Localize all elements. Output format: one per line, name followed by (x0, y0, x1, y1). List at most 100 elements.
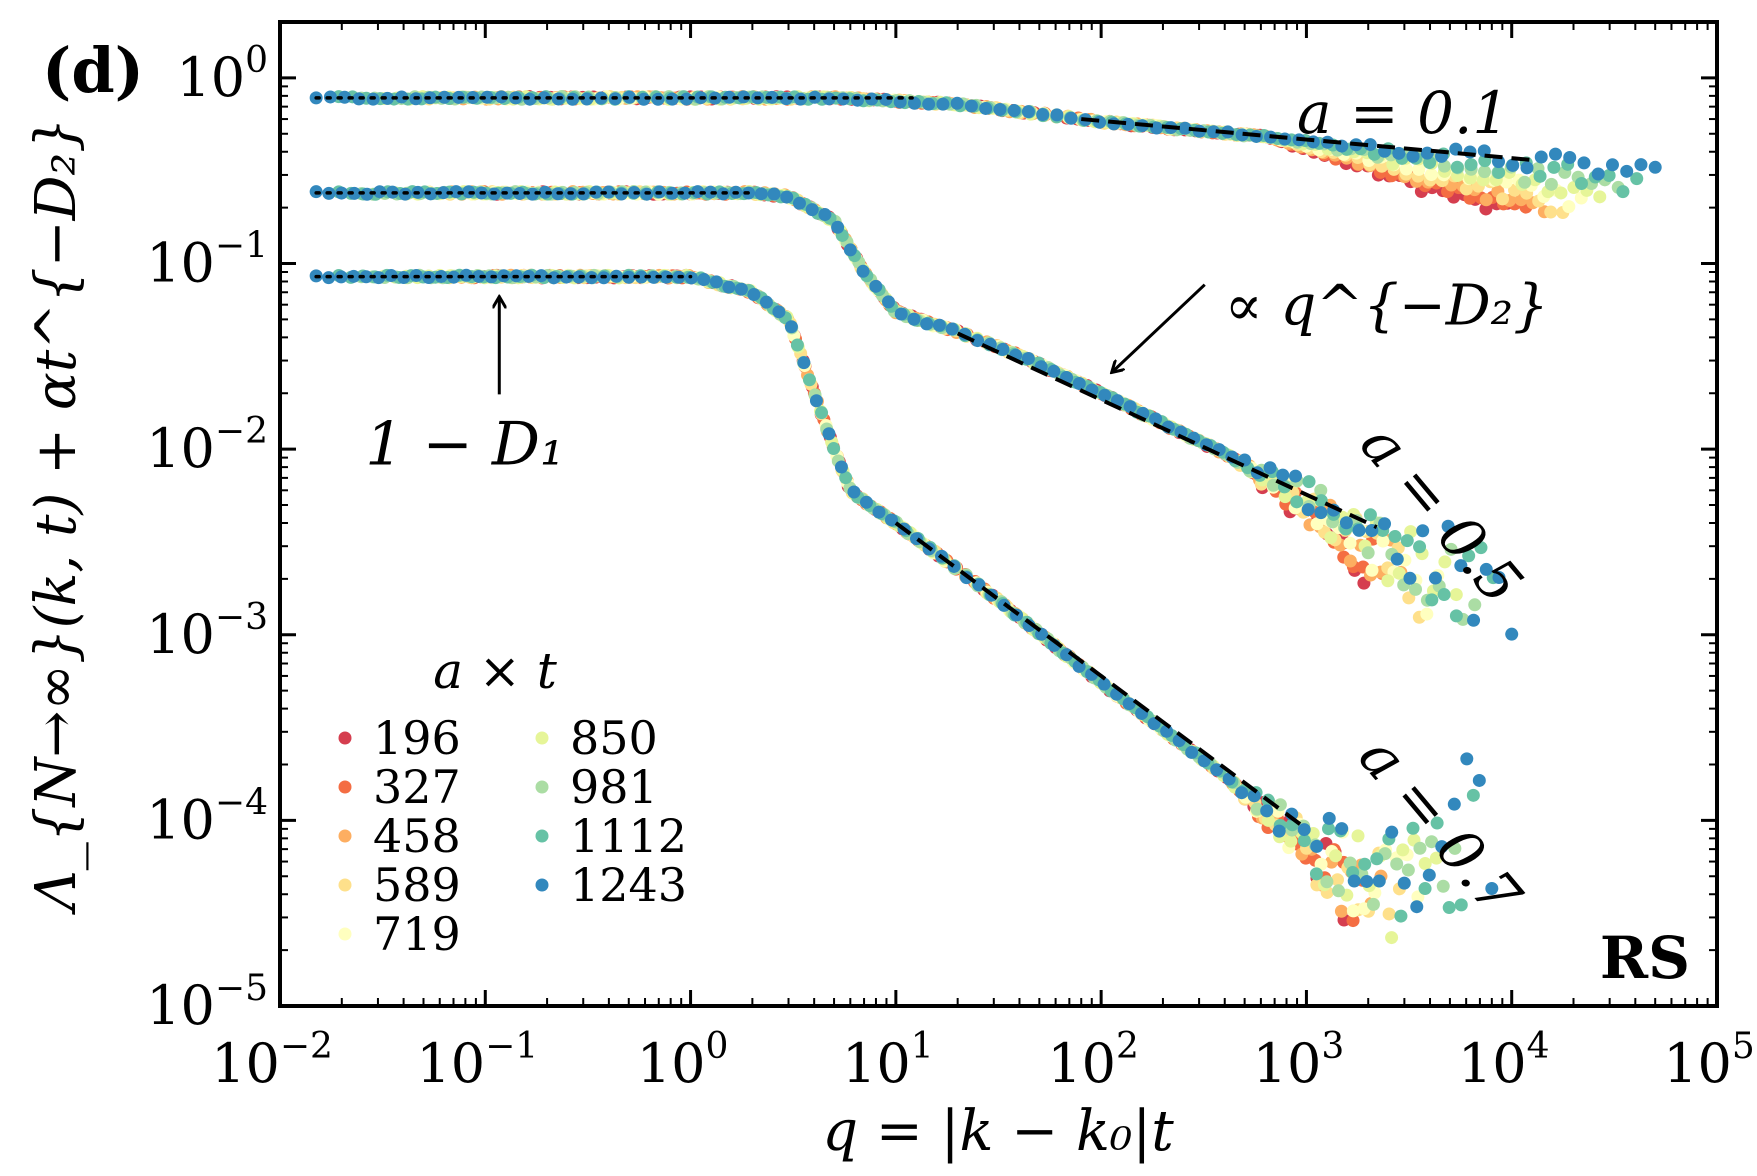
data-point (1363, 508, 1377, 522)
data-point (839, 471, 853, 485)
power-law-fit-line (956, 331, 1378, 529)
data-point (1424, 168, 1438, 182)
x-tick-exponent: 1 (911, 1026, 934, 1067)
data-point (1620, 164, 1634, 178)
data-point (513, 187, 527, 201)
data-point (1382, 907, 1396, 921)
data-point (602, 185, 616, 199)
data-point (1301, 503, 1315, 517)
data-point (1413, 540, 1427, 554)
legend-marker (535, 780, 549, 794)
data-point (1390, 552, 1404, 566)
data-point (1185, 745, 1199, 759)
data-point (1410, 900, 1424, 914)
data-point (884, 513, 898, 527)
data-point (722, 280, 736, 294)
data-point (822, 427, 836, 441)
x-tick-exponent: 3 (1321, 1026, 1344, 1067)
data-point (780, 190, 794, 204)
data-point (1346, 904, 1360, 918)
data-point (1314, 483, 1328, 497)
data-point (1406, 149, 1420, 163)
x-tick-label: 102 (1047, 1026, 1139, 1095)
data-point (865, 92, 879, 106)
data-point (1388, 529, 1402, 543)
data-point (1399, 162, 1413, 176)
data-point (1616, 185, 1630, 199)
data-point (1547, 160, 1561, 174)
data-point (797, 356, 811, 370)
data-point (737, 90, 751, 104)
data-point (1634, 158, 1648, 172)
data-point (1447, 797, 1461, 811)
data-point (1436, 879, 1450, 893)
data-point (534, 269, 548, 283)
x-tick-label: 105 (1663, 1026, 1755, 1095)
y-tick-exponent: −2 (215, 411, 268, 452)
data-point (623, 90, 637, 104)
data-point (1050, 108, 1064, 122)
data-point (1534, 150, 1548, 164)
data-point (1648, 160, 1662, 174)
data-point (449, 185, 463, 199)
data-point (1284, 834, 1298, 848)
data-point (1263, 461, 1277, 475)
legend-label: 850 (570, 711, 658, 765)
data-point (772, 305, 786, 319)
data-point (1429, 851, 1443, 865)
data-point (920, 317, 934, 331)
data-point (1478, 165, 1492, 179)
legend-label: 196 (373, 711, 461, 765)
data-point (1098, 388, 1112, 402)
data-point (537, 91, 551, 105)
data-point (818, 208, 832, 222)
data-point (659, 270, 673, 284)
data-point (1454, 898, 1468, 912)
data-point (805, 203, 819, 217)
data-point (1520, 161, 1534, 175)
data-point (1448, 841, 1462, 855)
data-point (1352, 523, 1366, 537)
data-point (1605, 158, 1619, 172)
data-point (459, 268, 473, 282)
data-point (1332, 884, 1346, 898)
data-point (734, 282, 748, 296)
data-point (338, 90, 352, 104)
data-point (1430, 816, 1444, 830)
data-point (1260, 804, 1274, 818)
y-tick-label: 10−5 (146, 968, 268, 1037)
data-point (809, 394, 823, 408)
data-point (1593, 190, 1607, 204)
data-point (1474, 541, 1488, 555)
data-point (622, 270, 636, 284)
data-point (759, 295, 773, 309)
data-point (784, 320, 798, 334)
panel-label: (d) (42, 34, 144, 107)
data-point (472, 269, 486, 283)
data-point (1418, 882, 1432, 896)
data-point (1309, 867, 1323, 881)
data-point (1360, 874, 1374, 888)
data-point (436, 186, 450, 200)
data-point (480, 90, 494, 104)
data-point (1485, 881, 1499, 895)
data-point (802, 373, 816, 387)
data-point (1390, 857, 1404, 871)
data-point (1460, 752, 1474, 766)
data-point (1400, 534, 1414, 548)
data-point (1278, 490, 1292, 504)
data-point (1428, 571, 1442, 585)
y-tick-label: 10−4 (146, 782, 268, 851)
data-point (1505, 627, 1519, 641)
data-point (680, 92, 694, 106)
data-point (765, 90, 779, 104)
data-point (1314, 494, 1328, 508)
data-point (709, 275, 723, 289)
data-point (697, 272, 711, 286)
data-point (1331, 873, 1345, 887)
data-point (547, 271, 561, 285)
data-point (767, 187, 781, 201)
data-point (1365, 563, 1379, 577)
data-point (1533, 169, 1547, 183)
